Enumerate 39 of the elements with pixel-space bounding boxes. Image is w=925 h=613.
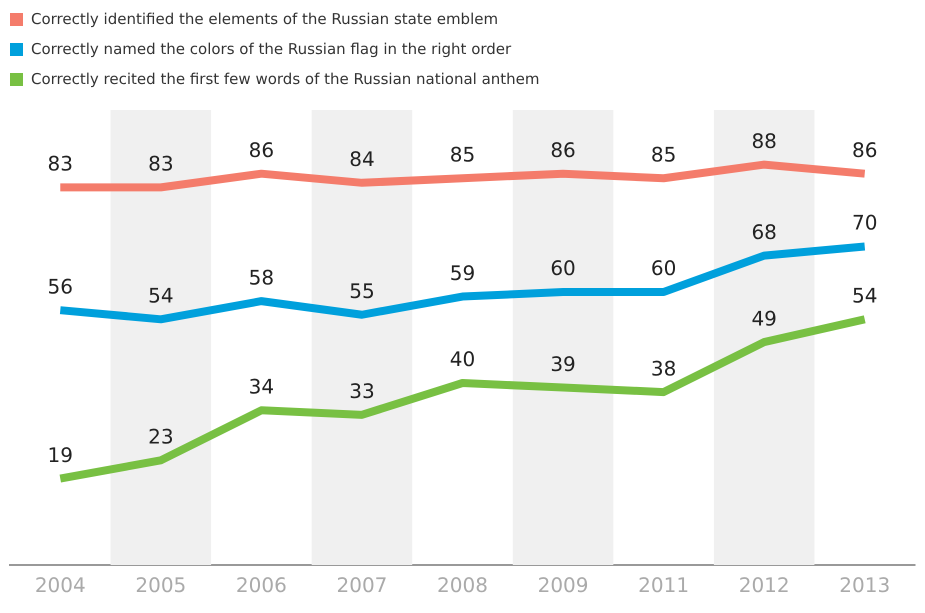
data-label: 86 [248,138,274,162]
data-label: 59 [450,260,476,285]
data-label: 23 [148,424,174,449]
data-label: 34 [248,374,274,399]
data-label: 38 [650,356,676,380]
data-label: 84 [349,147,375,172]
data-label: 86 [852,138,878,162]
x-tick-label: 2009 [538,573,589,598]
data-label: 58 [248,265,274,290]
data-label: 40 [450,347,476,372]
data-label: 83 [48,152,74,176]
x-tick-label: 2007 [336,573,388,598]
data-label: 19 [48,442,74,467]
data-label: 54 [148,284,174,308]
x-tick-label: 2012 [738,573,790,598]
data-label: 70 [852,210,878,235]
data-label: 60 [650,256,676,280]
x-tick-label: 2004 [34,573,86,598]
data-label: 39 [550,352,576,376]
x-tick-label: 2013 [839,573,890,598]
data-label: 56 [48,274,74,298]
legend-label: Correctly identified the elements of the Russian state emblem [31,10,498,28]
legend-label: Correctly named the colors of the Russian flag in the right order [31,40,512,58]
data-label: 85 [450,142,476,166]
data-label: 68 [751,220,777,244]
data-label: 54 [852,284,878,308]
data-label: 86 [550,138,576,162]
legend-label: Correctly recited the first few words of the Russian national anthem [31,70,540,88]
x-tick-label: 2011 [638,573,690,598]
x-tick-label: 2008 [437,573,488,598]
data-label: 55 [349,278,375,303]
data-label: 85 [650,142,676,166]
data-label: 88 [751,128,777,153]
data-label: 49 [751,306,777,330]
x-tick-label: 2005 [135,573,186,598]
data-label: 33 [349,379,375,404]
x-tick-label: 2006 [236,573,287,598]
data-label: 60 [550,256,576,280]
data-label: 83 [148,152,174,176]
